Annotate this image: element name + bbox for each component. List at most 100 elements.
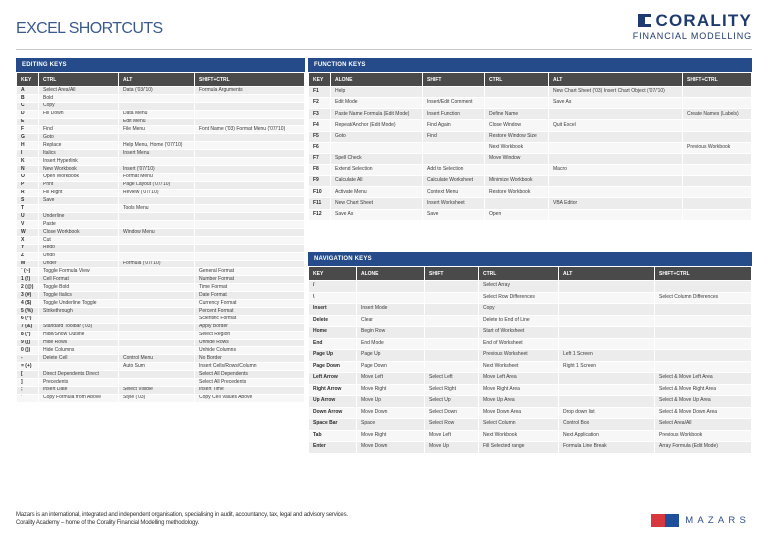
shortcut-cell [118, 377, 195, 387]
table-row: [Direct Dependents Direct Select All Depe… [16, 370, 305, 379]
shortcut-cell [118, 346, 195, 356]
corality-brand: CORALITY FINANCIAL MODELLING [633, 12, 752, 41]
editing-keys-table: KEY CTRL ALT SHIFT+CTRL A Select Area/All Dat… [16, 72, 305, 403]
shortcut-cell: Underline [38, 212, 119, 222]
shortcut-cell [118, 338, 195, 348]
column-header: ALT [548, 72, 683, 87]
shortcut-cell: Quit Excel [548, 119, 683, 132]
key-cell: \ [308, 291, 357, 304]
shortcut-cell: VBA Editor [548, 197, 683, 210]
table-row: B Bold [16, 93, 305, 103]
key-cell: D [16, 109, 39, 119]
shortcut-cell: Open Workbook [38, 172, 119, 182]
key-cell: O [16, 172, 39, 182]
shortcut-cell: Close Workbook [38, 228, 119, 237]
shortcut-cell [194, 109, 305, 119]
table-row: A Select Area/All Data ('03/'10) Formula Ar… [16, 86, 305, 95]
shortcut-cell [194, 180, 305, 190]
key-cell: W [16, 228, 39, 237]
shortcut-cell: Minimize Workbook [484, 175, 549, 188]
shortcut-cell: Left 1 Screen [558, 349, 655, 362]
column-header: CTRL [478, 266, 559, 281]
shortcut-cell [194, 117, 305, 127]
shortcut-cell [424, 280, 479, 293]
key-cell: C [16, 101, 39, 111]
table-row: Up Arrow Move Up Select Up Move Up Area Sele… [308, 395, 752, 408]
key-cell: 9 (() [16, 338, 39, 348]
shortcut-cell: Select All Precedents [194, 377, 305, 387]
shortcut-cell: Formula Line Break [558, 441, 655, 454]
shortcut-cell: Date Format [194, 291, 305, 301]
shortcut-cell: Data ('03/'10) [118, 86, 195, 95]
shortcut-cell: Move Right Area [478, 383, 559, 396]
shortcut-cell: Copy Cell Values Above [194, 393, 305, 403]
shortcut-cell [682, 163, 752, 177]
shortcut-cell: Move Right [356, 383, 425, 396]
shortcut-cell: Apply Border [194, 322, 305, 332]
shortcut-cell: Paste Name Formula (Edit Mode) [330, 108, 423, 121]
shortcut-cell: Add to Selection [422, 163, 485, 177]
column-header: SHIFT [422, 72, 485, 87]
shortcut-cell [38, 117, 119, 127]
shortcut-cell: Page Up [356, 349, 425, 362]
mazars-name: MAZARS [685, 515, 750, 526]
table-row: Tab Move Right Move Left Next Workbook Next … [308, 429, 752, 442]
shortcut-cell [424, 291, 479, 304]
key-cell: ; [16, 385, 39, 395]
footer-line-1: Mazars is an international, integrated a… [16, 512, 348, 518]
shortcut-cell: Previous Workbook [682, 141, 752, 154]
shortcut-cell: Insert Function [422, 108, 485, 121]
shortcut-cell: Define Name [484, 108, 549, 121]
shortcut-cell: Previous Worksheet [478, 349, 559, 362]
shortcut-cell [422, 141, 485, 154]
shortcut-cell: Copy Formula from Above [38, 393, 119, 403]
shortcut-cell [424, 349, 479, 362]
column-header: ALONE [356, 266, 425, 281]
key-cell: S [16, 196, 39, 206]
shortcut-cell: Italics [38, 149, 119, 159]
shortcut-cell: Toggle Formula View [38, 267, 119, 277]
shortcut-cell: New Chart Sheet [330, 197, 423, 210]
shortcut-cell [194, 149, 305, 159]
key-cell: Z [16, 251, 39, 261]
shortcut-cell: Toggle Italics [38, 291, 119, 301]
key-cell: Tab [308, 429, 357, 442]
shortcut-cell: Cut [38, 235, 119, 245]
key-cell: X [16, 235, 39, 245]
shortcut-cell [194, 243, 305, 253]
shortcut-cell: No Border [194, 354, 305, 364]
shortcut-cell [422, 85, 485, 99]
shortcut-cell [654, 349, 752, 362]
key-cell: Home [308, 326, 357, 339]
column-header: KEY [16, 72, 39, 87]
shortcut-cell [548, 141, 683, 154]
shortcut-cell [118, 133, 195, 143]
table-row: D Fill Down Data Menu [16, 109, 305, 119]
shortcut-cell [558, 337, 655, 350]
shortcut-cell [194, 188, 305, 198]
shortcut-cell [424, 314, 479, 327]
shortcut-cell: Font Name ('03) Format Menu ('07/'10) [194, 125, 305, 135]
shortcut-cell: Spell Check [330, 152, 423, 165]
key-cell: 4 ($) [16, 299, 39, 308]
shortcut-cell: Precedents [38, 377, 119, 387]
shortcut-cell [558, 314, 655, 327]
shortcut-cell: Clear [356, 314, 425, 327]
shortcut-cell [38, 362, 119, 372]
shortcut-cell: Select & Move Down Area [654, 406, 752, 419]
shortcut-cell: Insert/Edit Comment [422, 97, 485, 110]
shortcut-cell [682, 85, 752, 99]
shortcut-cell: Move Left [424, 429, 479, 442]
shortcut-cell: Select Area/All [38, 86, 119, 95]
shortcut-cell: New Chart Sheet ('03) Insert Chart Objec… [548, 85, 683, 99]
table-row: H Replace Help Menu, Home ('07/'10) [16, 141, 305, 151]
shortcut-cell: Close Window [484, 119, 549, 132]
key-cell: ] [16, 377, 39, 387]
shortcut-cell: Select & Move Up Area [654, 395, 752, 408]
key-cell: A [16, 86, 39, 95]
shortcut-cell [118, 314, 195, 324]
footer-text: Mazars is an international, integrated a… [16, 511, 348, 527]
shortcut-cell: Page Layout ('07/'10) [118, 180, 195, 190]
shortcut-cell [558, 383, 655, 396]
table-row: F5 Goto Find Restore Window Size [308, 130, 752, 143]
